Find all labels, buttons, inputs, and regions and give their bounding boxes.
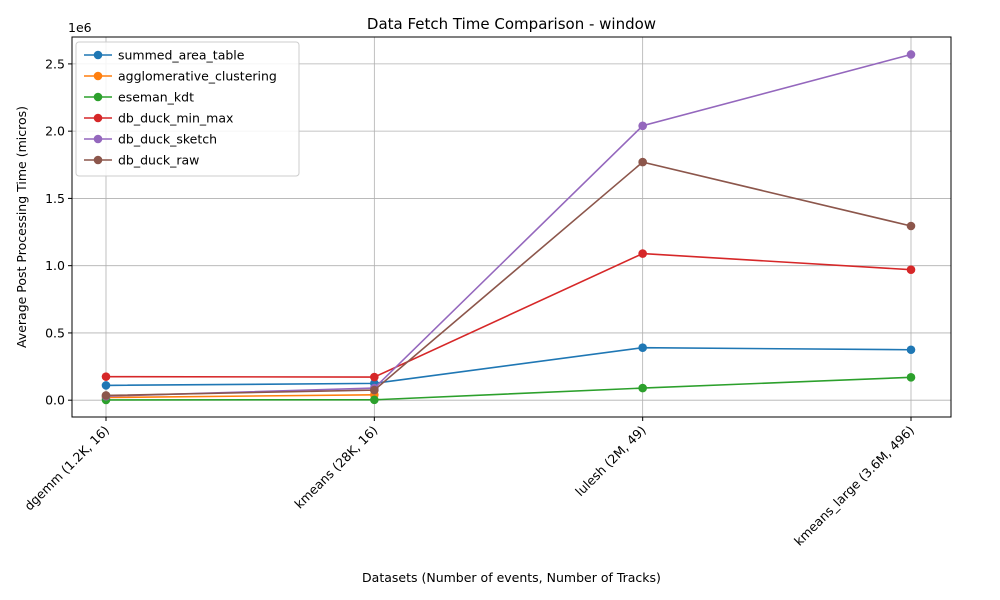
legend-item: summed_area_table bbox=[84, 48, 245, 63]
x-axis: dgemm (1.2K, 16) kmeans (28K, 16) lulesh (… bbox=[21, 417, 917, 549]
legend-item: eseman_kdt bbox=[84, 90, 194, 105]
series-summed_area_table bbox=[101, 343, 916, 390]
series-line bbox=[105, 376, 912, 401]
data-point bbox=[101, 391, 111, 400]
data-point bbox=[906, 221, 916, 231]
x-axis-label: Datasets (Number of events, Number of Tr… bbox=[362, 570, 661, 585]
y-tick-label: 1.0 bbox=[45, 258, 65, 273]
x-tick-label: dgemm (1.2K, 16) bbox=[21, 423, 112, 514]
data-point bbox=[638, 121, 647, 131]
data-point bbox=[906, 345, 916, 355]
data-point bbox=[906, 265, 916, 275]
y-tick-label: 1.5 bbox=[45, 191, 65, 206]
data-point bbox=[101, 372, 111, 381]
y-tick-label: 0.0 bbox=[45, 393, 65, 408]
legend-box bbox=[75, 41, 300, 177]
data-point bbox=[370, 395, 379, 405]
legend-label: db_duck_min_max bbox=[118, 111, 233, 126]
legend-label: eseman_kdt bbox=[118, 90, 194, 105]
legend: summed_area_table agglomerative_clusterin… bbox=[75, 41, 300, 177]
legend-marker bbox=[93, 155, 103, 165]
legend-marker bbox=[93, 134, 103, 144]
data-point bbox=[638, 157, 647, 167]
data-point bbox=[906, 373, 916, 382]
plot-area bbox=[71, 36, 952, 418]
series-db_duck_min_max bbox=[101, 249, 916, 382]
legend-label: summed_area_table bbox=[118, 48, 245, 63]
series-line bbox=[105, 161, 912, 397]
legend-item: db_duck_raw bbox=[84, 153, 199, 168]
data-point bbox=[638, 249, 647, 258]
legend-item: agglomerative_clustering bbox=[84, 69, 277, 84]
legend-label: db_duck_sketch bbox=[118, 132, 217, 147]
legend-marker bbox=[93, 50, 103, 60]
series-line bbox=[105, 394, 375, 399]
y-tick-label: 0.5 bbox=[45, 325, 65, 340]
data-point bbox=[370, 372, 379, 382]
legend-marker bbox=[93, 92, 103, 102]
legend-marker bbox=[93, 71, 103, 81]
series-line bbox=[105, 346, 912, 387]
legend-label: db_duck_raw bbox=[118, 153, 199, 168]
y-tick-label: 2.5 bbox=[45, 56, 65, 71]
legend-item: db_duck_min_max bbox=[84, 111, 233, 126]
data-point bbox=[638, 383, 647, 393]
series-eseman_kdt bbox=[101, 373, 916, 405]
data-point bbox=[101, 381, 111, 390]
series-line bbox=[105, 252, 912, 378]
y-axis-offset-label: 1e6 bbox=[68, 20, 92, 35]
data-point bbox=[370, 385, 379, 395]
series-layer bbox=[101, 50, 916, 405]
legend-label: agglomerative_clustering bbox=[118, 69, 277, 84]
y-tick-label: 2.0 bbox=[45, 124, 65, 139]
legend-marker bbox=[93, 113, 103, 123]
data-point bbox=[906, 50, 916, 59]
x-tick-label: kmeans_large (3.6M, 496) bbox=[791, 423, 917, 549]
y-axis-label: Average Post Processing Time (micros) bbox=[14, 106, 29, 348]
chart-title: Data Fetch Time Comparison - window bbox=[367, 15, 656, 33]
x-tick-label: lulesh (2M, 49) bbox=[572, 423, 649, 500]
x-tick-label: kmeans (28K, 16) bbox=[291, 423, 380, 512]
y-axis: 0.0 0.5 1.0 1.5 2.0 2.5 bbox=[45, 56, 72, 408]
legend-item: db_duck_sketch bbox=[84, 132, 217, 147]
series-db_duck_raw bbox=[101, 157, 916, 400]
data-point bbox=[638, 343, 647, 353]
